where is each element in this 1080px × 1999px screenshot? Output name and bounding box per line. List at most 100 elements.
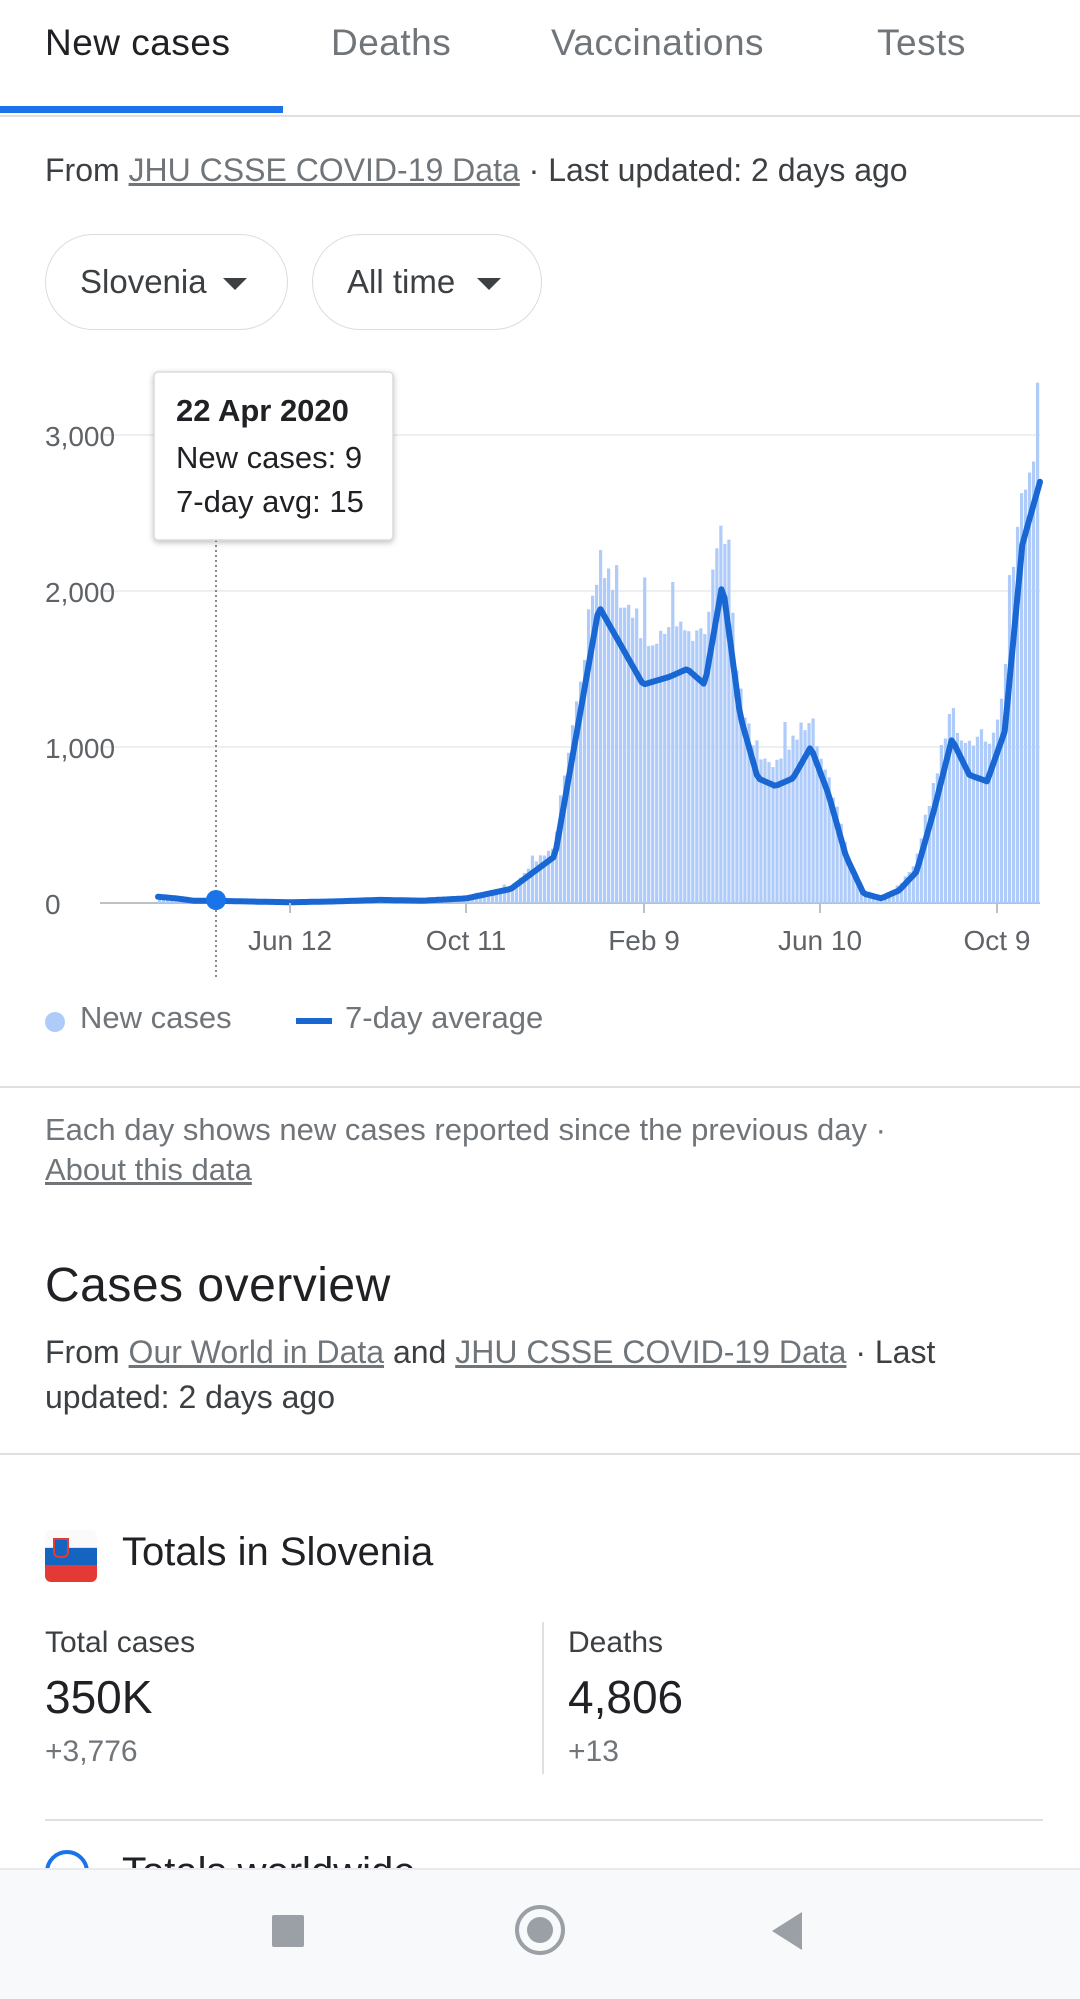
new-cases-bar — [703, 634, 707, 903]
divider — [45, 1819, 1043, 1821]
new-cases-bar — [743, 717, 747, 903]
new-cases-bar — [727, 539, 731, 903]
new-cases-bar — [923, 814, 927, 903]
new-cases-bar — [599, 550, 603, 903]
total-cases-label: Total cases — [45, 1626, 196, 1659]
y-tick-label: 1,000 — [45, 733, 115, 764]
source-line: From JHU CSSE COVID-19 Data · Last updat… — [45, 152, 908, 189]
tab-deaths[interactable]: Deaths — [331, 22, 452, 63]
new-cases-bar — [731, 612, 735, 903]
new-cases-bar — [771, 767, 775, 903]
tooltip-date: 22 Apr 2020 — [176, 393, 349, 428]
deaths-label: Deaths — [568, 1626, 664, 1659]
x-tick-marks — [289, 903, 998, 913]
new-cases-bar — [759, 759, 763, 903]
owid-link[interactable]: Our World in Data — [128, 1334, 385, 1370]
caret-down-icon — [477, 278, 501, 290]
home-icon[interactable] — [515, 1905, 565, 1955]
new-cases-bar — [679, 621, 683, 903]
new-cases-bar — [1035, 382, 1040, 903]
new-cases-bar — [911, 866, 915, 903]
data-note-text: Each day shows new cases reported since … — [45, 1112, 867, 1147]
new-cases-bar — [570, 725, 575, 903]
jhu-source-link[interactable]: JHU CSSE COVID-19 Data — [128, 152, 520, 188]
new-cases-bar — [799, 722, 803, 903]
new-cases-bar — [823, 769, 827, 903]
new-cases-bar — [951, 708, 956, 903]
tab-tests[interactable]: Tests — [877, 22, 966, 63]
new-cases-bar — [603, 578, 607, 903]
new-cases-bar — [655, 643, 659, 903]
chart-tooltip: 22 Apr 2020 New cases: 9 7-day avg: 15 — [153, 371, 394, 541]
new-cases-bar — [791, 735, 795, 903]
period-value: All time — [347, 263, 456, 300]
new-cases-bar — [554, 831, 559, 903]
new-cases-bar — [719, 525, 723, 903]
new-cases-bar — [691, 640, 695, 903]
new-cases-bar — [578, 681, 583, 903]
new-cases-bar — [1031, 461, 1036, 903]
new-cases-bar — [739, 688, 743, 903]
new-cases-bar — [695, 630, 699, 903]
new-cases-bar — [1007, 575, 1012, 903]
new-cases-bar — [847, 857, 851, 903]
x-tick-label: Oct 11 — [426, 925, 506, 956]
new-cases-bar — [715, 548, 719, 903]
period-dropdown[interactable]: All time — [312, 234, 542, 330]
tab-vaccinations[interactable]: Vaccinations — [551, 22, 765, 63]
new-cases-bar — [939, 744, 943, 903]
legend-average: 7-day average — [345, 1000, 544, 1035]
new-cases-bar — [542, 855, 547, 903]
new-cases-bar — [751, 745, 755, 903]
new-cases-bar — [1015, 526, 1020, 903]
hover-point — [206, 890, 226, 910]
new-cases-bar — [747, 723, 751, 903]
new-cases-bar — [947, 714, 951, 903]
total-cases-value: 350K — [45, 1671, 153, 1723]
source-prefix: From — [45, 152, 129, 188]
recent-apps-icon[interactable] — [272, 1915, 304, 1947]
overview-prefix: From — [45, 1334, 129, 1370]
new-cases-bar — [534, 861, 539, 903]
tooltip-new-cases: New cases: 9 — [176, 440, 362, 475]
new-cases-bar — [971, 745, 976, 903]
new-cases-bar — [639, 638, 643, 903]
new-cases-bar — [903, 876, 907, 903]
new-cases-bar — [675, 626, 679, 903]
new-cases-bar — [763, 758, 767, 903]
new-cases-bar — [586, 609, 591, 903]
tab-bar: New cases Deaths Vaccinations Tests — [0, 0, 1080, 117]
new-cases-bar — [611, 589, 615, 903]
jhu-overview-link[interactable]: JHU CSSE COVID-19 Data — [455, 1334, 847, 1370]
y-tick-label: 3,000 — [45, 421, 115, 452]
new-cases-bar — [927, 805, 931, 903]
new-cases-bar — [975, 736, 980, 903]
new-cases-bar — [843, 841, 847, 903]
new-cases-bar — [631, 617, 635, 903]
new-cases-bar — [891, 890, 895, 903]
new-cases-bar — [615, 565, 619, 903]
region-dropdown[interactable]: Slovenia — [45, 234, 288, 330]
tab-new-cases[interactable]: New cases — [45, 22, 231, 63]
new-cases-bar — [538, 855, 543, 903]
back-icon[interactable] — [772, 1912, 802, 1950]
new-cases-bar — [514, 881, 519, 903]
new-cases-bar — [831, 797, 835, 903]
new-cases-bar — [627, 604, 631, 903]
new-cases-bar — [594, 584, 599, 903]
new-cases-bar — [983, 741, 988, 903]
about-this-data-link[interactable]: About this data — [45, 1152, 252, 1187]
new-cases-bar — [574, 701, 579, 903]
new-cases-bar — [711, 569, 715, 903]
last-updated-text: · Last updated: 2 days ago — [519, 152, 908, 188]
new-cases-bar — [819, 758, 823, 903]
new-cases-bar — [959, 740, 964, 903]
new-cases-bar — [522, 873, 527, 903]
new-cases-bar — [851, 867, 855, 903]
new-cases-bar — [979, 729, 984, 903]
deaths-value: 4,806 — [568, 1671, 684, 1723]
total-cases-delta: +3,776 — [45, 1735, 138, 1768]
new-cases-bar — [999, 698, 1004, 903]
new-cases-chart[interactable]: 0 1,000 2,000 3,000 Jun 12 Oct 11 Feb 9 … — [0, 365, 1080, 990]
new-cases-bar — [779, 758, 783, 903]
